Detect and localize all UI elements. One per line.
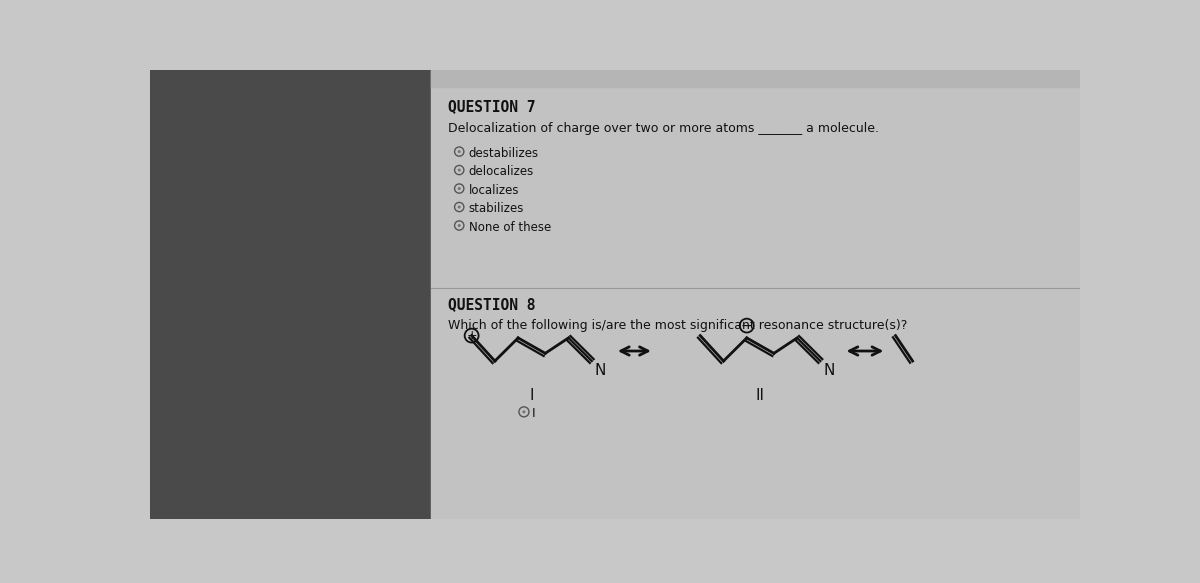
Circle shape — [457, 150, 461, 153]
Text: QUESTION 8: QUESTION 8 — [449, 297, 536, 312]
Text: +: + — [467, 329, 476, 342]
Text: stabilizes: stabilizes — [468, 202, 524, 215]
Circle shape — [522, 410, 526, 413]
Text: Which of the following is/are the most significant resonance structure(s)?: Which of the following is/are the most s… — [449, 319, 907, 332]
Circle shape — [457, 205, 461, 209]
Bar — [431, 70, 1080, 519]
Text: destabilizes: destabilizes — [468, 147, 539, 160]
Text: delocalizes: delocalizes — [468, 166, 534, 178]
Bar — [150, 70, 431, 519]
Text: Delocalization of charge over two or more atoms _______ a molecule.: Delocalization of charge over two or mor… — [449, 122, 880, 135]
Circle shape — [457, 224, 461, 227]
Text: I: I — [529, 388, 534, 403]
Text: N: N — [823, 363, 835, 378]
Text: −: − — [740, 318, 752, 332]
Text: QUESTION 7: QUESTION 7 — [449, 99, 536, 114]
Text: II: II — [756, 388, 764, 403]
Text: localizes: localizes — [468, 184, 520, 197]
Text: I: I — [532, 407, 535, 420]
Circle shape — [457, 168, 461, 171]
Circle shape — [457, 187, 461, 190]
Text: N: N — [595, 363, 606, 378]
Text: None of these: None of these — [468, 221, 551, 234]
Bar — [431, 70, 1080, 87]
